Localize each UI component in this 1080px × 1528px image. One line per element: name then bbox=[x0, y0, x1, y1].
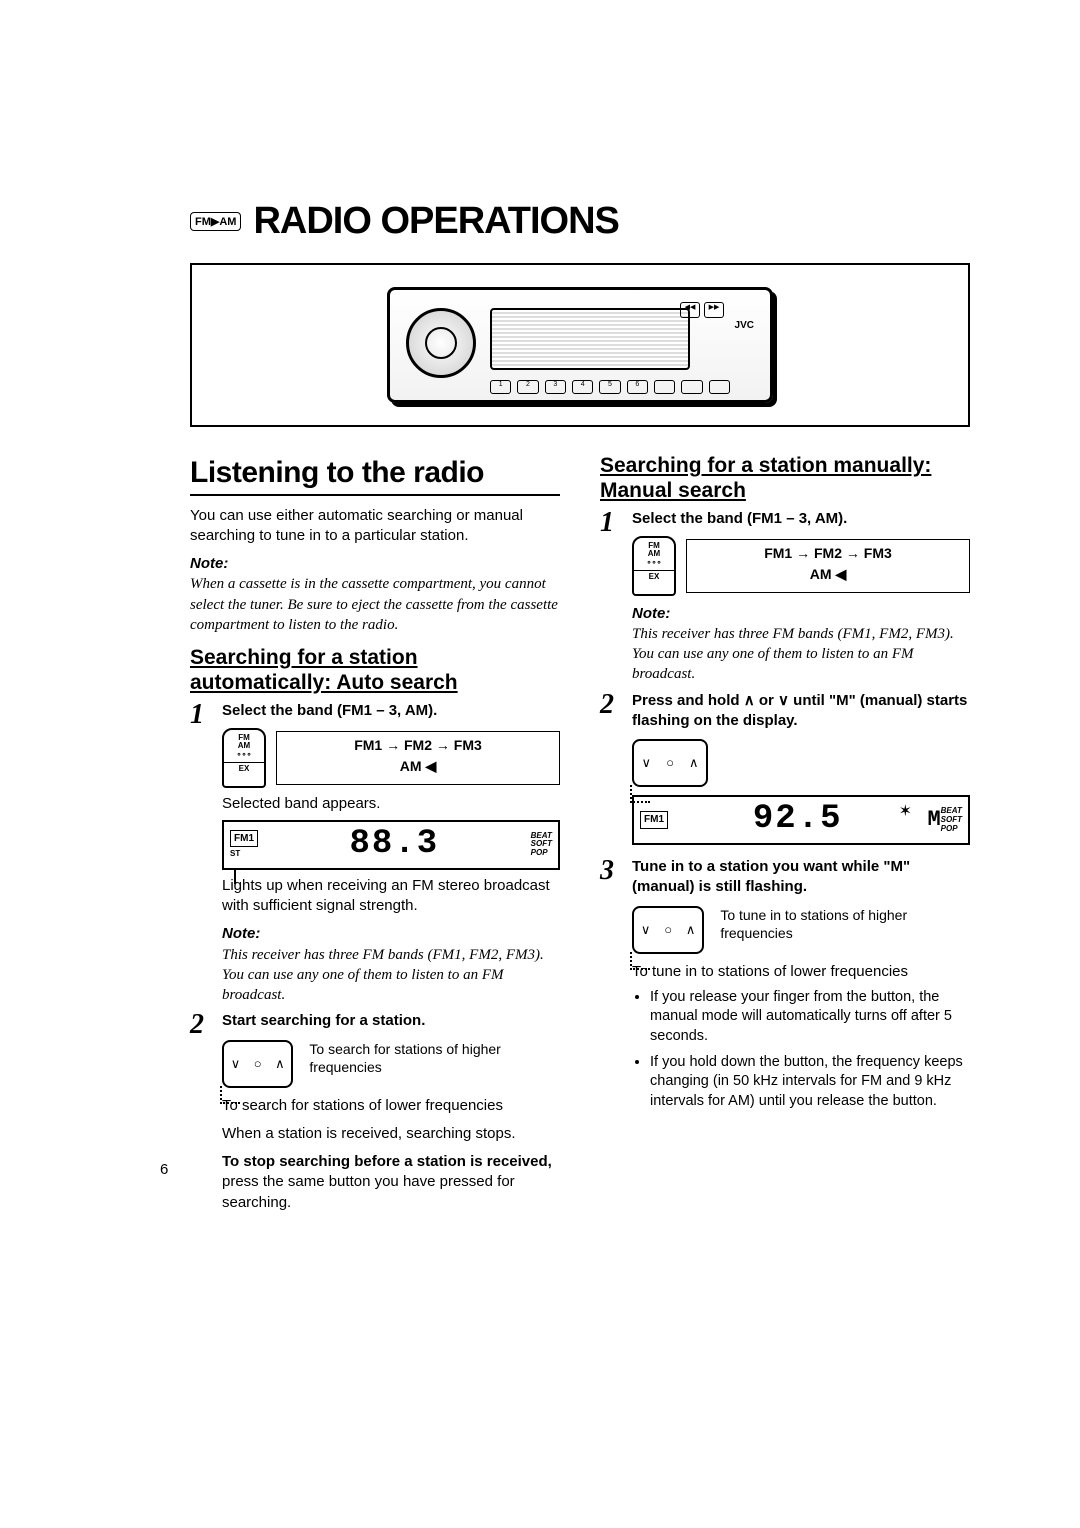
selected-band-caption: Selected band appears. bbox=[222, 794, 560, 814]
tune-button-icon: ∨○∧ bbox=[222, 1040, 293, 1088]
lcd-eq-labels: BEAT SOFT POP bbox=[941, 807, 962, 833]
step-3: 3 Tune in to a station you want while "M… bbox=[600, 857, 970, 1117]
band-diagram: FM AM ∘∘∘ EX FM1 → FM2 → FM3 AM ◀ bbox=[222, 728, 560, 788]
step-1: 1 Select the band (FM1 – 3, AM). FM AM ∘… bbox=[600, 509, 970, 684]
step-number: 2 bbox=[190, 1011, 212, 1213]
lcd-frequency: 88.3 bbox=[258, 822, 531, 868]
fm-am-button-icon: FM AM ∘∘∘ EX bbox=[632, 536, 676, 596]
band-diagram: FM AM ∘∘∘ EX FM1 → FM2 → FM3 AM ◀ bbox=[632, 536, 970, 596]
received-caption: When a station is received, searching st… bbox=[222, 1124, 560, 1144]
volume-dial-icon bbox=[406, 308, 476, 378]
lcd-display-icon: FM1 92.5 M ✶ BEAT SOFT POP bbox=[632, 795, 970, 845]
note-body: This receiver has three FM bands (FM1, F… bbox=[222, 945, 560, 1006]
lcd-stereo-indicator: ST bbox=[230, 849, 240, 860]
manual-search-title: Searching for a station manually: Manual… bbox=[600, 453, 970, 503]
tune-diagram: ∨○∧ To search for stations of higher fre… bbox=[222, 1040, 560, 1088]
flash-burst-icon: ✶ bbox=[899, 801, 912, 823]
step-2: 2 Start searching for a station. ∨○∧ To … bbox=[190, 1011, 560, 1213]
cassette-slot-icon bbox=[490, 308, 690, 370]
lcd-display-icon: FM1 ST 88.3 BEAT SOFT POP bbox=[222, 820, 560, 870]
columns: Listening to the radio You can use eithe… bbox=[190, 453, 970, 1213]
step-2: 2 Press and hold ∧ or ∨ until "M" (manua… bbox=[600, 691, 970, 852]
note-heading: Note: bbox=[190, 554, 560, 574]
tune-higher-caption: To tune in to stations of higher frequen… bbox=[720, 906, 970, 942]
auto-search-title: Searching for a station automatically: A… bbox=[190, 645, 560, 695]
right-column: Searching for a station manually: Manual… bbox=[600, 453, 970, 1213]
tune-button-row: ∨○∧ bbox=[632, 739, 970, 787]
tune-lower-caption: To search for stations of lower frequenc… bbox=[222, 1096, 560, 1116]
note-heading: Note: bbox=[632, 604, 970, 624]
tune-button-icon: ∨○∧ bbox=[632, 739, 708, 787]
step-3-text: Tune in to a station you want while "M" … bbox=[632, 857, 970, 898]
fm-am-badge: FM▶AM bbox=[190, 212, 241, 231]
band-cycle-diagram: FM1 → FM2 → FM3 AM ◀ bbox=[686, 539, 970, 593]
lcd-eq-labels: BEAT SOFT POP bbox=[531, 832, 552, 858]
step-1-text: Select the band (FM1 – 3, AM). bbox=[632, 509, 970, 529]
step-2-text: Press and hold ∧ or ∨ until "M" (manual)… bbox=[632, 691, 970, 732]
lcd-band-indicator: FM1 bbox=[640, 811, 668, 829]
lcd-band-indicator: FM1 bbox=[230, 830, 258, 848]
main-title: RADIO OPERATIONS bbox=[253, 200, 618, 243]
device-illustration-box: ◀◀▶▶ JVC 123456 bbox=[190, 263, 970, 427]
bullet-item: If you release your finger from the butt… bbox=[650, 988, 970, 1047]
tune-button-icon: ∨○∧ bbox=[632, 906, 704, 954]
tune-lower-caption: To tune in to stations of lower frequenc… bbox=[632, 962, 970, 982]
bullet-list: If you release your finger from the butt… bbox=[632, 988, 970, 1111]
page: FM▶AM RADIO OPERATIONS ◀◀▶▶ JVC 123456 L… bbox=[0, 0, 1080, 1528]
step-number: 2 bbox=[600, 691, 622, 852]
step-number: 3 bbox=[600, 857, 622, 1117]
intro-text: You can use either automatic searching o… bbox=[190, 506, 560, 547]
step-1-text: Select the band (FM1 – 3, AM). bbox=[222, 701, 560, 721]
left-column: Listening to the radio You can use eithe… bbox=[190, 453, 560, 1213]
page-number: 6 bbox=[160, 1161, 168, 1178]
note-body: This receiver has three FM bands (FM1, F… bbox=[632, 624, 970, 685]
step-1: 1 Select the band (FM1 – 3, AM). FM AM ∘… bbox=[190, 701, 560, 1005]
car-stereo-illustration: ◀◀▶▶ JVC 123456 bbox=[387, 287, 773, 403]
step-number: 1 bbox=[600, 509, 622, 684]
band-cycle-diagram: FM1 → FM2 → FM3 AM ◀ bbox=[276, 731, 560, 785]
preset-buttons-icon: 123456 bbox=[490, 380, 730, 394]
stop-search-text: To stop searching before a station is re… bbox=[222, 1152, 560, 1213]
note-heading: Note: bbox=[222, 924, 560, 944]
tune-diagram: ∨○∧ To tune in to stations of higher fre… bbox=[632, 906, 970, 954]
step-2-text: Start searching for a station. bbox=[222, 1011, 560, 1031]
lcd-frequency: 92.5 bbox=[668, 797, 927, 843]
note-body: When a cassette is in the cassette compa… bbox=[190, 574, 560, 635]
seek-buttons-icon: ◀◀▶▶ bbox=[680, 302, 724, 318]
lcd-caption: Lights up when receiving an FM stereo br… bbox=[222, 876, 560, 917]
tune-higher-caption: To search for stations of higher frequen… bbox=[309, 1040, 560, 1076]
bullet-item: If you hold down the button, the frequen… bbox=[650, 1053, 970, 1112]
title-row: FM▶AM RADIO OPERATIONS bbox=[190, 200, 970, 243]
fm-am-button-icon: FM AM ∘∘∘ EX bbox=[222, 728, 266, 788]
brand-label: JVC bbox=[735, 320, 754, 331]
lcd-manual-indicator: M bbox=[927, 805, 940, 835]
section-title: Listening to the radio bbox=[190, 453, 560, 496]
step-number: 1 bbox=[190, 701, 212, 1005]
